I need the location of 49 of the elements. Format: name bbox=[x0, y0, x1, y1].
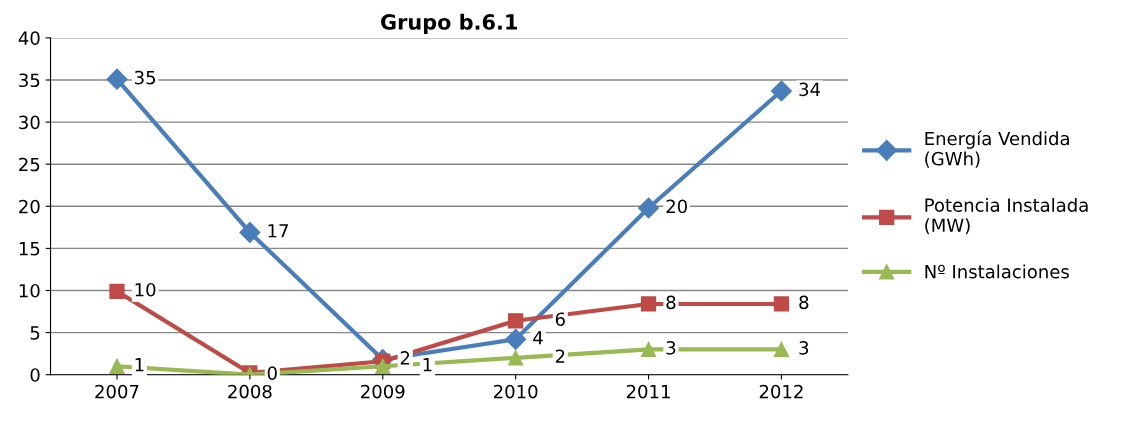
point bbox=[508, 313, 524, 329]
data-label: 17 bbox=[268, 224, 288, 238]
y-tick-label: 10 bbox=[19, 283, 40, 298]
data-label: 3 bbox=[666, 341, 676, 355]
legend-label: Nº Instalaciones bbox=[925, 264, 1069, 279]
x-tick-label: 2009 bbox=[361, 384, 405, 399]
y-tick-label: 15 bbox=[19, 242, 40, 256]
point bbox=[773, 296, 790, 312]
y-tick-label: 40 bbox=[18, 31, 40, 46]
x-tick-label: 2012 bbox=[759, 384, 803, 399]
data-label: 1 bbox=[135, 358, 144, 372]
data-label: 34 bbox=[799, 82, 821, 97]
data-label: 10 bbox=[135, 282, 156, 297]
data-label: 2 bbox=[400, 351, 410, 365]
point bbox=[239, 221, 261, 243]
point bbox=[109, 358, 125, 374]
data-label: 35 bbox=[135, 70, 156, 85]
point bbox=[375, 358, 391, 374]
y-tick-label: 35 bbox=[19, 73, 40, 88]
legend-label: Energía Vendida (GWh) bbox=[925, 130, 1069, 168]
x-tick-label: 2008 bbox=[228, 384, 272, 399]
point bbox=[106, 68, 128, 90]
y-tick-label: 5 bbox=[30, 326, 40, 340]
data-label: 3 bbox=[799, 341, 809, 355]
point bbox=[773, 341, 790, 358]
point bbox=[505, 328, 527, 350]
data-label: 4 bbox=[533, 331, 543, 345]
point bbox=[508, 350, 524, 366]
data-label: 1 bbox=[423, 358, 432, 372]
point bbox=[770, 80, 792, 102]
y-tick-label: 20 bbox=[19, 199, 40, 214]
data-label: 20 bbox=[666, 199, 687, 214]
x-tick-label: 2011 bbox=[626, 384, 670, 399]
data-label: 2 bbox=[555, 349, 565, 363]
data-label: 0 bbox=[267, 366, 277, 380]
point bbox=[638, 197, 660, 219]
point bbox=[109, 283, 125, 299]
data-label: 6 bbox=[555, 312, 565, 327]
y-tick-label: 30 bbox=[19, 115, 40, 130]
x-tick-label: 2007 bbox=[95, 384, 139, 399]
point bbox=[640, 296, 657, 312]
x-tick-label: 2010 bbox=[493, 384, 538, 399]
data-label: 8 bbox=[666, 295, 676, 310]
y-tick-label: 25 bbox=[19, 157, 40, 172]
legend-label: Potencia Instalada (MW) bbox=[925, 197, 1088, 235]
data-label: 8 bbox=[799, 295, 809, 310]
chart-title: Grupo b.6.1 bbox=[381, 13, 517, 34]
point bbox=[640, 341, 657, 358]
y-tick-label: 0 bbox=[30, 368, 40, 382]
